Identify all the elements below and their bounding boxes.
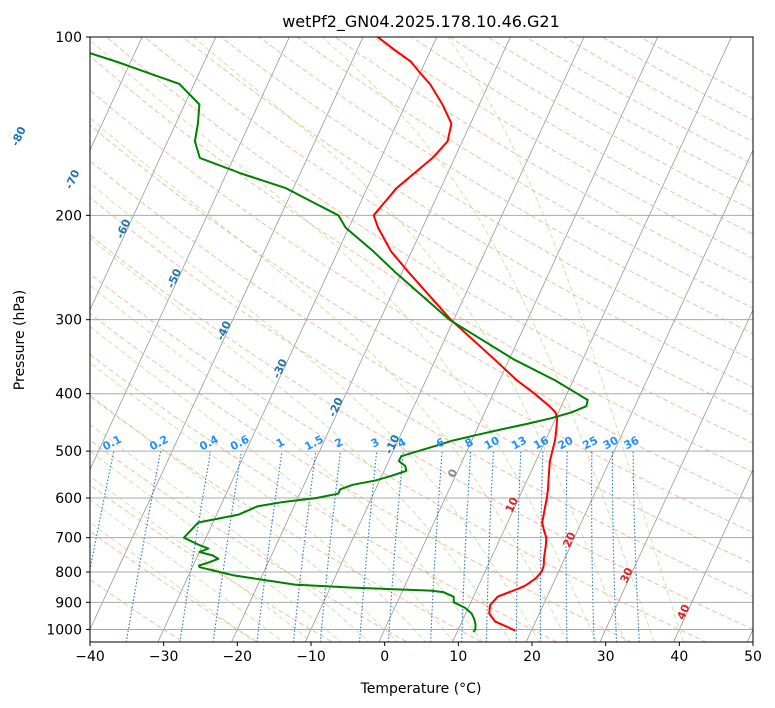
sounding-traces — [90, 37, 589, 633]
x-tick-label: 0 — [380, 649, 389, 665]
y-tick-label: 500 — [55, 444, 82, 460]
y-tick-label: 800 — [55, 565, 82, 581]
x-axis-ticks: −40 −30 −20 −10 0 10 20 30 40 50 — [75, 642, 762, 665]
isotherm-label: 40 — [674, 602, 692, 622]
moist-adiabat-line — [90, 423, 370, 642]
temperature-trace — [372, 37, 559, 632]
dry-adiabat-line — [90, 530, 259, 642]
y-tick-label: 1000 — [46, 622, 82, 638]
mixing-ratio-label: 36 — [622, 434, 642, 453]
y-axis-label: Pressure (hPa) — [12, 290, 28, 390]
mixing-ratio-label: 13 — [509, 434, 529, 453]
isotherm-label: 20 — [560, 530, 578, 550]
dry-adiabat-line — [90, 395, 483, 642]
isotherm-line — [304, 37, 585, 642]
moist-adiabat-line — [90, 499, 285, 642]
dry-adiabat-line — [296, 37, 753, 309]
mixing-ratio-labels: 0.1 0.2 0.4 0.6 1 1.5 2 3 4 6 8 10 13 16 20 25 30 36 — [100, 433, 641, 454]
dry-adiabat-line — [90, 89, 753, 503]
moist-adiabat-line — [90, 237, 512, 642]
dry-adiabat-line — [90, 55, 753, 473]
isotherm-line — [378, 37, 659, 642]
plot-frame — [89, 36, 754, 643]
dry-adiabat-line — [90, 234, 753, 630]
y-tick-label: 700 — [55, 531, 82, 547]
isotherm-line — [90, 37, 143, 151]
isotherm-line — [231, 37, 511, 642]
mixing-ratio-line — [430, 451, 443, 642]
dry-adiabat-line — [90, 484, 334, 642]
moist-adiabat-line — [90, 450, 342, 642]
moist-adiabat-line — [90, 39, 598, 642]
mixing-ratio-line — [256, 451, 283, 642]
x-tick-label: 40 — [670, 649, 688, 665]
moist-adiabat-line — [446, 37, 684, 642]
dry-adiabat-line — [90, 353, 558, 642]
x-tick-label: 50 — [744, 649, 762, 665]
y-tick-label: 100 — [55, 30, 82, 46]
dry-adiabat-line — [90, 312, 633, 642]
dry-adiabat-line — [258, 37, 753, 335]
isotherm-line — [525, 149, 753, 642]
background-lines — [90, 37, 753, 642]
mixing-ratio-label: 10 — [482, 434, 502, 453]
dry-adiabat-line — [90, 196, 753, 597]
isotherm-line — [90, 37, 364, 631]
isotherm-line — [673, 468, 753, 642]
x-tick-label: −30 — [149, 649, 179, 665]
moist-adiabat-line — [192, 37, 626, 642]
mixing-ratio-line — [461, 451, 472, 642]
mixing-ratio-label: 16 — [531, 434, 551, 453]
x-tick-label: 20 — [523, 649, 541, 665]
moist-adiabat-line — [90, 117, 569, 642]
dry-adiabat-line — [90, 439, 409, 642]
dry-adiabat-line — [90, 124, 753, 534]
x-tick-label: −40 — [75, 649, 105, 665]
isotherm-line — [599, 308, 753, 642]
moist-adiabat-line — [90, 284, 483, 642]
mixing-ratio-line — [387, 451, 404, 642]
mixing-ratio-line — [632, 451, 640, 642]
mixing-ratio-label: 30 — [601, 433, 621, 452]
dry-adiabat-line — [220, 37, 753, 361]
y-tick-label: 200 — [55, 208, 82, 224]
mixing-ratio-line — [179, 450, 212, 642]
mixing-ratio-line — [292, 451, 317, 642]
x-tick-label: −20 — [223, 649, 253, 665]
mixing-ratio-line — [358, 451, 378, 642]
x-tick-label: 10 — [449, 649, 467, 665]
y-tick-label: 300 — [55, 313, 82, 329]
dry-adiabat-line — [90, 273, 708, 642]
isotherm-line — [90, 37, 217, 311]
mixing-ratio-line — [212, 451, 242, 642]
mixing-ratio-label: 25 — [580, 434, 600, 453]
x-tick-label: −10 — [296, 649, 326, 665]
y-axis-ticks: 100 200 300 400 500 600 700 800 900 1000 — [46, 30, 90, 638]
mixing-ratio-line — [319, 451, 342, 642]
isotherm-line — [452, 37, 732, 642]
isotherm-line — [90, 37, 290, 471]
isotherm-line — [157, 37, 438, 642]
mixing-ratio-line — [611, 451, 618, 642]
isotherm-label: 10 — [503, 495, 521, 515]
isotherm-label: 30 — [618, 565, 636, 585]
mixing-ratio-line — [125, 450, 162, 642]
y-tick-label: 600 — [55, 491, 82, 507]
y-tick-label: 400 — [55, 387, 82, 403]
dry-adiabat-line — [334, 37, 753, 284]
dewpoint-trace — [90, 52, 589, 633]
x-axis-label: Temperature (°C) — [360, 681, 482, 697]
moist-adiabat-line — [90, 325, 455, 642]
moist-adiabat-line — [321, 37, 655, 642]
moist-adiabat-line — [90, 475, 313, 642]
chart-title: wetPf2_GN04.2025.178.10.46.G21 — [282, 12, 560, 32]
moist-adiabat-line — [90, 394, 399, 642]
moist-adiabat-line — [90, 182, 540, 642]
x-tick-label: 30 — [597, 649, 615, 665]
y-tick-label: 900 — [55, 595, 82, 611]
mixing-ratio-label: 20 — [556, 434, 576, 453]
